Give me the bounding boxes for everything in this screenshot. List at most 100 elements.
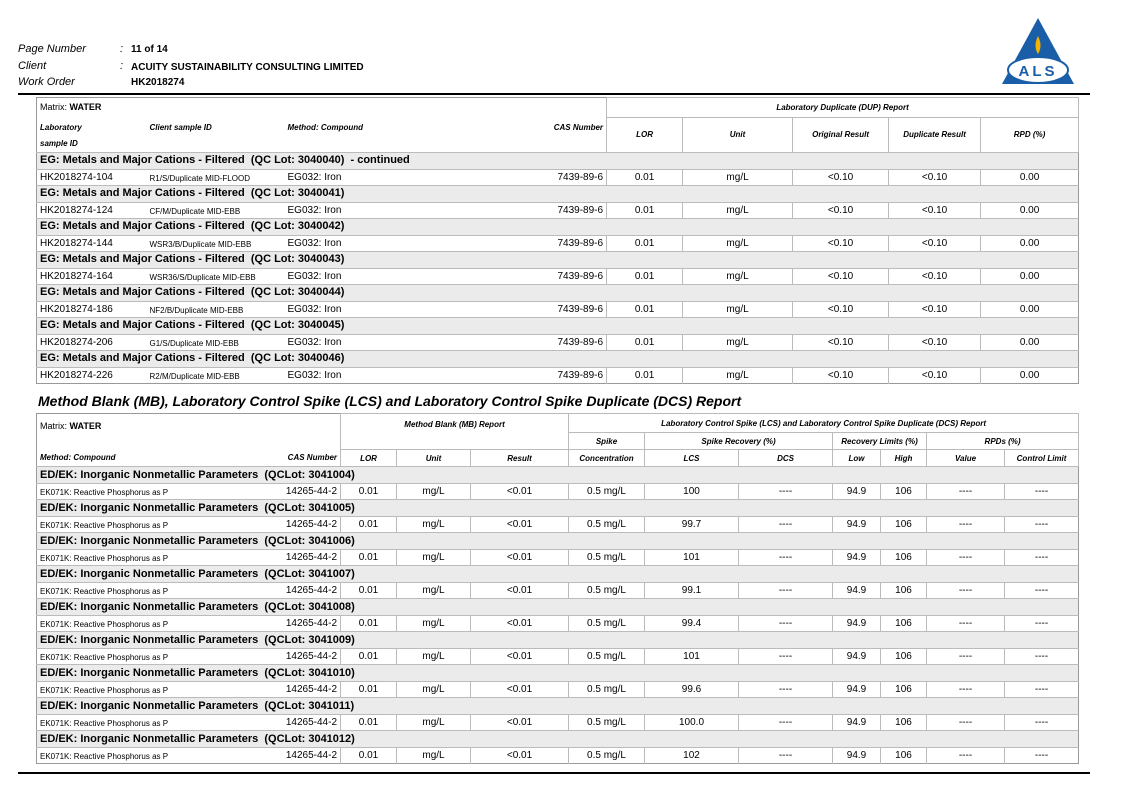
column-header: Concentration	[568, 449, 646, 467]
cell: 0.01	[340, 714, 397, 731]
cell: CF/M/Duplicate MID-EBB	[146, 201, 285, 218]
cell: 7439-89-6	[500, 300, 607, 317]
cell: <0.10	[792, 366, 889, 383]
cell: EG032: Iron	[284, 201, 501, 218]
cell: ----	[926, 483, 1005, 500]
cell: <0.01	[470, 549, 569, 566]
label: Work Order	[18, 76, 75, 88]
cell: EG032: Iron	[284, 267, 501, 284]
column-header: Duplicate Result	[888, 117, 982, 153]
cell: <0.10	[888, 366, 981, 383]
cell: 0.00	[980, 168, 1079, 185]
group-row: ED/EK: Inorganic Nonmetallic Parameters …	[36, 466, 1079, 484]
column-header: LOR	[606, 117, 684, 153]
group-row: EG: Metals and Major Cations - Filtered …	[36, 217, 1079, 235]
cell: 14265-44-2	[250, 714, 341, 731]
label: Page Number	[18, 43, 86, 55]
cell: 14265-44-2	[250, 615, 341, 632]
cell: <0.01	[470, 681, 569, 698]
group-row: EG: Metals and Major Cations - Filtered …	[36, 250, 1079, 268]
cell: 94.9	[832, 516, 881, 533]
cell: <0.10	[888, 300, 981, 317]
rule	[18, 93, 1090, 95]
data-row: EK071K: Reactive Phosphorus as P 14265-44…	[36, 516, 1079, 533]
column-header: RPD (%)	[980, 117, 1080, 153]
cell: mg/L	[396, 615, 471, 632]
cell: 0.5 mg/L	[568, 582, 645, 599]
group-row: EG: Metals and Major Cations - Filtered …	[36, 283, 1079, 301]
cell: 106	[880, 615, 927, 632]
cell: <0.10	[792, 234, 889, 251]
cell: 7439-89-6	[500, 333, 607, 350]
cell: 106	[880, 483, 927, 500]
cell: EK071K: Reactive Phosphorus as P	[36, 549, 251, 566]
section-title: Method Blank (MB), Laboratory Control Sp…	[38, 393, 742, 409]
column-header: Original Result	[792, 117, 890, 153]
cell: mg/L	[396, 747, 471, 764]
cell: HK2018274-104	[36, 168, 147, 185]
cell: ----	[738, 681, 833, 698]
group-title: EG: Metals and Major Cations - Filtered …	[36, 349, 1079, 367]
group-row: ED/EK: Inorganic Nonmetallic Parameters …	[36, 598, 1079, 616]
cell: 0.01	[606, 333, 683, 350]
group-title: ED/EK: Inorganic Nonmetallic Parameters …	[36, 499, 1079, 517]
column-header: Client sample ID	[147, 118, 285, 153]
data-row: HK2018274-104 R1/S/Duplicate MID-FLOOD EG0…	[36, 168, 1079, 185]
cell: ----	[926, 615, 1005, 632]
data-row: EK071K: Reactive Phosphorus as P 14265-44…	[36, 681, 1079, 698]
data-row: HK2018274-124 CF/M/Duplicate MID-EBB EG032…	[36, 201, 1079, 218]
cell: 0.00	[980, 300, 1079, 317]
cell: ----	[738, 516, 833, 533]
cell: 0.01	[340, 615, 397, 632]
cell: EG032: Iron	[284, 333, 501, 350]
group-title: ED/EK: Inorganic Nonmetallic Parameters …	[36, 565, 1079, 583]
cell: 0.01	[340, 483, 397, 500]
cell: ----	[738, 549, 833, 566]
cell: R2/M/Duplicate MID-EBB	[146, 366, 285, 383]
column-header: Result	[470, 449, 570, 467]
cell: 0.01	[606, 300, 683, 317]
group-title: EG: Metals and Major Cations - Filtered …	[36, 217, 1079, 235]
separator: :	[120, 60, 124, 72]
cell: ----	[926, 648, 1005, 665]
matrix: WATER	[69, 102, 102, 113]
column-label: Client sample ID	[149, 122, 212, 132]
column-header: CAS Number	[287, 453, 338, 463]
cell: mg/L	[396, 681, 471, 698]
cell: mg/L	[682, 333, 793, 350]
cell: ----	[1004, 714, 1079, 731]
cell: mg/L	[396, 648, 471, 665]
cell: HK2018274-206	[36, 333, 147, 350]
cell: <0.10	[792, 300, 889, 317]
cell: 0.01	[340, 648, 397, 665]
cell: 94.9	[832, 648, 881, 665]
matrix-label: Matrix:	[40, 102, 67, 113]
group-title: ED/EK: Inorganic Nonmetallic Parameters …	[36, 466, 1079, 484]
cell: 0.5 mg/L	[568, 681, 645, 698]
cell: <0.10	[792, 201, 889, 218]
data-row: HK2018274-186 NF2/B/Duplicate MID-EBB EG03…	[36, 300, 1079, 317]
cell: 0.01	[340, 582, 397, 599]
cell: <0.01	[470, 747, 569, 764]
cell: 7439-89-6	[500, 366, 607, 383]
cell: HK2018274-144	[36, 234, 147, 251]
cell: 14265-44-2	[250, 483, 341, 500]
column-header: LCS	[644, 449, 740, 467]
subheader: Spike	[568, 432, 646, 450]
cell: HK2018274-124	[36, 201, 147, 218]
cell: ----	[926, 582, 1005, 599]
cell: <0.01	[470, 483, 569, 500]
cell: ----	[1004, 582, 1079, 599]
cell: 0.00	[980, 201, 1079, 218]
cell: 0.01	[340, 549, 397, 566]
column-label: Method: Compound	[287, 122, 364, 132]
cell: mg/L	[682, 201, 793, 218]
report-title: Method Blank (MB) Report	[340, 413, 570, 450]
group-row: EG: Metals and Major Cations - Filtered …	[36, 349, 1079, 367]
data-row: EK071K: Reactive Phosphorus as P 14265-44…	[36, 483, 1079, 500]
data-row: EK071K: Reactive Phosphorus as P 14265-44…	[36, 714, 1079, 731]
cell: 106	[880, 516, 927, 533]
group-row: ED/EK: Inorganic Nonmetallic Parameters …	[36, 499, 1079, 517]
cell: 99.6	[644, 681, 739, 698]
